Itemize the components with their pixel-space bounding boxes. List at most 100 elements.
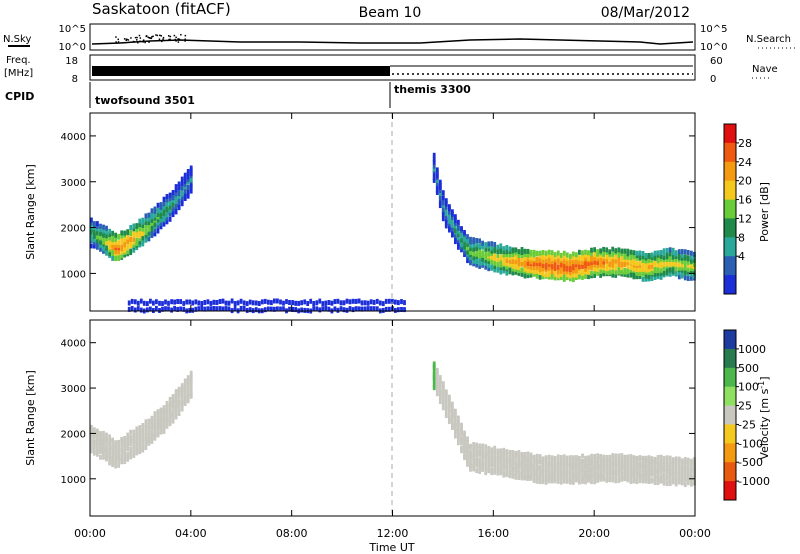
range-cell xyxy=(432,369,436,375)
range-cell xyxy=(686,480,690,486)
range-cell xyxy=(369,306,373,312)
range-cell xyxy=(599,460,602,466)
range-cell xyxy=(403,300,406,306)
range-cell xyxy=(602,462,605,468)
range-cell xyxy=(132,231,136,237)
range-cell xyxy=(683,259,687,265)
range-cell xyxy=(441,381,445,387)
range-cell xyxy=(162,413,166,419)
range-cell xyxy=(327,300,331,305)
range-cell xyxy=(584,266,587,272)
range-cell xyxy=(690,268,693,274)
colorbar-swatch xyxy=(724,462,736,482)
range-cell xyxy=(575,254,578,260)
range-cell xyxy=(665,458,669,464)
range-cell xyxy=(102,239,105,245)
range-cell xyxy=(553,252,557,258)
range-cell xyxy=(523,273,527,279)
colorbar-tick-label: 12 xyxy=(738,212,752,225)
range-cell xyxy=(451,231,454,237)
range-cell xyxy=(638,473,642,479)
range-cell xyxy=(285,299,288,305)
range-cell xyxy=(541,477,545,483)
range-cell xyxy=(514,450,518,456)
range-cell xyxy=(141,436,145,442)
range-cell xyxy=(596,457,599,463)
range-cell xyxy=(611,453,615,459)
range-cell xyxy=(117,249,120,255)
range-cell xyxy=(538,261,542,267)
range-cell xyxy=(662,261,666,267)
range-cell xyxy=(186,378,190,383)
freq-tick-bottom: 8 xyxy=(72,74,78,85)
time-tick-label: 00:00 xyxy=(679,527,711,540)
range-cell xyxy=(578,468,581,474)
range-cell xyxy=(593,255,596,261)
range-cell xyxy=(496,470,500,476)
range-cell xyxy=(599,454,602,459)
range-cell xyxy=(481,451,484,457)
range-cell xyxy=(99,431,102,437)
colorbar-swatch xyxy=(724,256,736,276)
range-cell xyxy=(159,204,163,210)
range-cell xyxy=(690,263,693,269)
range-cell xyxy=(102,232,105,237)
range-cell xyxy=(454,422,457,428)
range-cell xyxy=(153,416,157,421)
range-cell xyxy=(123,451,127,457)
range-cell xyxy=(117,243,120,248)
range-cell xyxy=(626,254,630,260)
range-cell xyxy=(520,466,524,472)
range-cell xyxy=(114,242,117,248)
range-cell xyxy=(614,457,618,463)
range-cell xyxy=(117,444,120,450)
range-cell xyxy=(629,267,633,273)
range-cell xyxy=(372,306,376,312)
range-cell xyxy=(565,275,569,281)
range-cell xyxy=(218,306,222,312)
range-cell xyxy=(653,470,657,476)
range-cell xyxy=(587,473,590,479)
range-cell xyxy=(499,269,503,275)
range-cell xyxy=(99,446,102,452)
range-cell xyxy=(532,463,536,469)
range-cell xyxy=(590,270,593,276)
colorbar-tick-label: 25 xyxy=(738,400,752,413)
range-cell xyxy=(547,476,551,482)
range-cell xyxy=(180,392,184,398)
range-cell xyxy=(484,254,488,260)
nsky-point xyxy=(144,41,146,44)
range-cell xyxy=(466,457,469,463)
nsky-point xyxy=(156,34,159,37)
range-cell xyxy=(102,228,105,234)
range-cell xyxy=(475,245,478,251)
range-cell xyxy=(156,423,160,429)
nsky-point xyxy=(177,41,180,43)
range-cell xyxy=(541,459,545,465)
range-cell xyxy=(248,307,252,313)
range-cell xyxy=(674,475,678,481)
range-cell xyxy=(339,306,343,312)
range-cell xyxy=(620,467,624,473)
range-cell xyxy=(206,306,210,312)
range-cell xyxy=(484,460,488,466)
range-cell xyxy=(593,247,596,253)
range-cell xyxy=(171,193,175,198)
range-cell xyxy=(132,444,136,450)
range-cell xyxy=(475,442,478,448)
range-cell xyxy=(156,207,160,213)
range-cell xyxy=(587,470,590,476)
range-cell xyxy=(99,223,102,229)
colorbar-swatch xyxy=(724,424,736,444)
time-axis-title: Time UT xyxy=(368,541,414,554)
range-cell xyxy=(475,242,478,248)
range-cell xyxy=(177,194,181,200)
range-cell xyxy=(529,455,533,461)
range-cell xyxy=(578,255,581,261)
nsky-point xyxy=(173,34,176,37)
range-cell xyxy=(435,377,439,383)
range-cell xyxy=(463,230,466,235)
range-cell xyxy=(653,254,657,260)
nsky-panel xyxy=(89,23,696,51)
range-cell xyxy=(593,266,596,272)
